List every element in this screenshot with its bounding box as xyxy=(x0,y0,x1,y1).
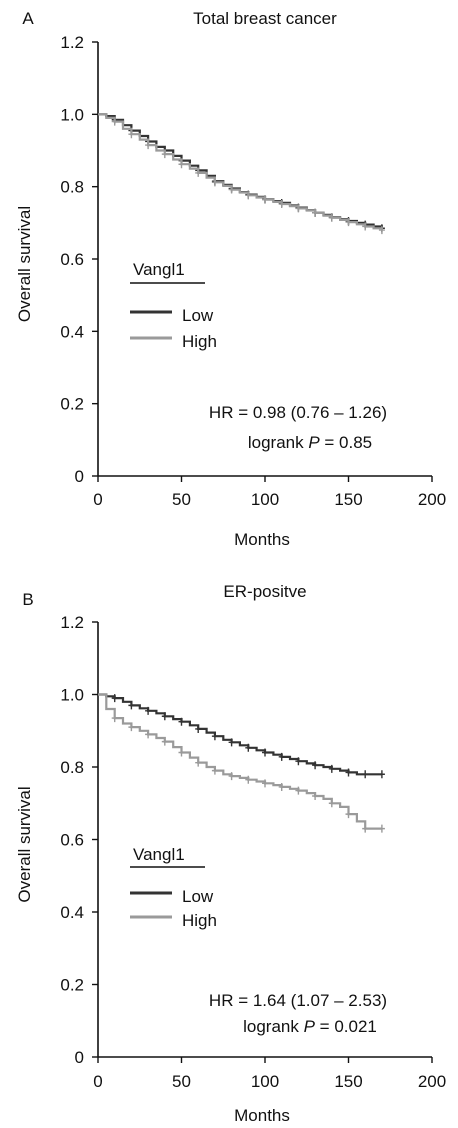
hazard-ratio-text: HR = 0.98 (0.76 – 1.26) xyxy=(209,403,387,422)
series-high-censor-mark xyxy=(145,730,152,739)
panel-letter: B xyxy=(22,590,33,609)
series-low-censor-mark xyxy=(278,752,285,761)
legend-title: Vangl1 xyxy=(133,260,185,279)
series-high-censor-mark xyxy=(278,200,285,209)
series-high-censor-mark xyxy=(245,191,252,200)
series-high-censor-mark xyxy=(295,786,302,795)
legend-label-low: Low xyxy=(182,887,214,906)
x-tick-label: 200 xyxy=(418,1072,446,1091)
x-tick-label: 200 xyxy=(418,490,446,509)
y-tick-label: 1.2 xyxy=(60,33,84,52)
y-tick-label: 0.8 xyxy=(60,758,84,777)
logrank-text: logrank P = 0.021 xyxy=(243,1017,377,1036)
series-high-censor-mark xyxy=(295,204,302,213)
series-high-censor-mark xyxy=(362,824,369,833)
series-low-line xyxy=(98,113,383,229)
y-tick-label: 0.2 xyxy=(60,395,84,414)
series-high-line xyxy=(98,693,382,830)
series-high-censor-mark xyxy=(128,723,135,732)
series-high-censor-mark xyxy=(378,824,385,833)
legend-title: Vangl1 xyxy=(133,845,185,864)
series-low-censor-mark xyxy=(145,706,152,715)
series-low-censor-mark xyxy=(161,712,168,721)
y-tick-label: 0 xyxy=(75,467,84,486)
chart-title: Total breast cancer xyxy=(193,9,337,28)
y-tick-label: 0 xyxy=(75,1048,84,1067)
series-low-censor-mark xyxy=(245,743,252,752)
x-tick-label: 50 xyxy=(172,490,191,509)
series-high-censor-mark xyxy=(228,772,235,781)
y-tick-label: 1.0 xyxy=(60,686,84,705)
series-high-censor-mark xyxy=(211,178,218,187)
x-tick-label: 100 xyxy=(251,1072,279,1091)
series-low-censor-mark xyxy=(211,732,218,741)
series-high-censor-mark xyxy=(312,208,319,217)
series-low-censor-mark xyxy=(345,768,352,777)
series-high-censor-mark xyxy=(161,737,168,746)
y-tick-label: 0.6 xyxy=(60,250,84,269)
series-high-censor-mark xyxy=(245,775,252,784)
series-high-censor-mark xyxy=(195,168,202,177)
series-high-censor-mark xyxy=(345,810,352,819)
series-low-line xyxy=(98,693,382,776)
x-tick-label: 150 xyxy=(334,1072,362,1091)
y-tick-label: 0.2 xyxy=(60,976,84,995)
x-tick-label: 100 xyxy=(251,490,279,509)
y-axis-label: Overall survival xyxy=(15,786,34,902)
series-high-censor-mark xyxy=(178,160,185,169)
x-tick-label: 50 xyxy=(172,1072,191,1091)
series-high-censor-mark xyxy=(111,117,118,126)
series-high-censor-mark xyxy=(195,758,202,767)
series-low-censor-mark xyxy=(195,724,202,733)
series-low-censor-mark xyxy=(378,770,385,779)
series-low-censor-mark xyxy=(228,738,235,747)
x-tick-label: 0 xyxy=(93,1072,102,1091)
chart-title: ER-positve xyxy=(223,582,306,601)
series-high-censor-mark xyxy=(312,792,319,800)
legend-label-high: High xyxy=(182,911,217,930)
series-high-censor-mark xyxy=(211,766,218,775)
series-high-censor-mark xyxy=(362,222,369,231)
series-high-censor-mark xyxy=(328,799,335,808)
y-tick-label: 1.0 xyxy=(60,105,84,124)
series-high-censor-mark xyxy=(262,195,268,204)
series-high-censor-mark xyxy=(262,779,268,788)
series-low-censor-mark xyxy=(362,770,369,779)
series-low-censor-mark xyxy=(312,761,319,770)
y-tick-label: 0.4 xyxy=(60,322,84,341)
panel-a: A Total breast cancer 0 0.2 0.4 0.6 0.8 1.0 1.2 0… xyxy=(15,9,446,549)
x-tick-label: 0 xyxy=(93,490,102,509)
series-high-censor-mark xyxy=(378,226,385,235)
y-tick-label: 1.2 xyxy=(60,613,84,632)
series-low-censor-mark xyxy=(111,694,118,703)
legend-label-low: Low xyxy=(182,306,214,325)
y-tick-label: 0.4 xyxy=(60,903,84,922)
series-high-censor-mark xyxy=(111,714,118,723)
series-high-censor-mark xyxy=(178,748,185,757)
y-tick-label: 0.8 xyxy=(60,178,84,197)
series-low-censor-mark xyxy=(262,748,268,757)
series-high-censor-mark xyxy=(345,218,352,227)
x-tick-label: 150 xyxy=(334,490,362,509)
series-high-censor-mark xyxy=(228,185,235,194)
x-axis-label: Months xyxy=(234,530,290,549)
logrank-text: logrank P = 0.85 xyxy=(248,433,372,452)
series-high-censor-mark xyxy=(145,141,152,150)
y-tick-label: 0.6 xyxy=(60,831,84,850)
legend-label-high: High xyxy=(182,332,217,351)
series-low-censor-mark xyxy=(328,764,335,773)
series-high-censor-mark xyxy=(128,130,135,139)
series-high-censor-mark xyxy=(161,150,168,159)
series-low-censor-mark xyxy=(128,701,135,710)
series-high-censor-mark xyxy=(328,213,335,222)
hazard-ratio-text: HR = 1.64 (1.07 – 2.53) xyxy=(209,991,387,1010)
y-axis-label: Overall survival xyxy=(15,206,34,322)
series-high-censor-mark xyxy=(278,782,285,791)
panel-letter: A xyxy=(22,9,34,28)
panel-b: B ER-positve 0 0.2 0.4 0.6 0.8 1.0 1.2 0 50 100 150 2… xyxy=(15,582,446,1125)
x-axis-label: Months xyxy=(234,1106,290,1125)
series-low-censor-mark xyxy=(178,717,185,726)
series-low-censor-mark xyxy=(295,757,302,766)
